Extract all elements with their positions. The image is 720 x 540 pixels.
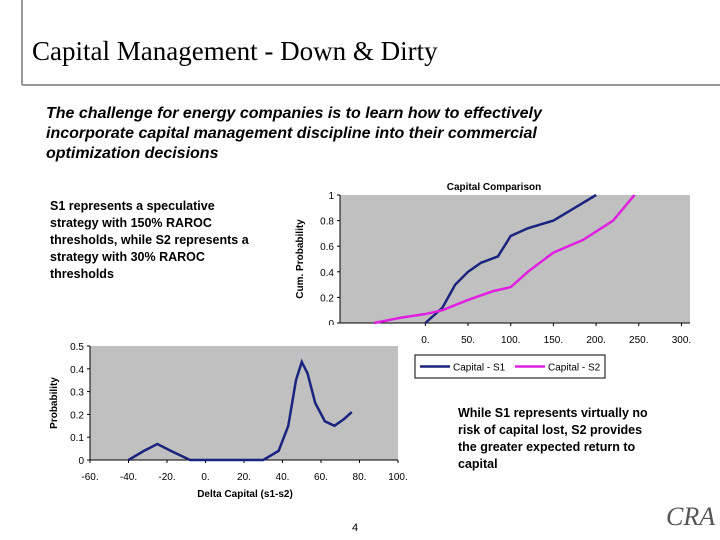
intro-text: The challenge for energy companies is to… (46, 105, 542, 162)
plot-area (340, 195, 690, 323)
y-tick-label: 0.3 (70, 388, 84, 399)
x-tick-label: 250. (629, 335, 648, 346)
x-tick-label: -40. (120, 472, 137, 483)
legend-label: Capital - S1 (453, 363, 506, 374)
y-tick-label: 0.6 (320, 242, 334, 253)
plot-area (90, 346, 398, 460)
y-tick-label: 0 (78, 456, 84, 467)
data-line (424, 193, 597, 324)
slide-title: Capital Management - Down & Dirty (32, 36, 438, 66)
x-tick-label: 60. (314, 472, 328, 483)
x-tick-label: 40. (276, 472, 290, 483)
y-tick-label: 0.2 (320, 293, 334, 304)
x-tick-label: 0. (421, 335, 429, 346)
y-axis-label: Probability (49, 377, 60, 429)
chart-title: Capital Comparison (447, 182, 541, 193)
note: While S1 represents virtually no risk of… (458, 406, 648, 471)
x-tick-label: -20. (158, 472, 175, 483)
x-tick-label: 100. (388, 472, 407, 483)
data-line (373, 194, 636, 325)
y-tick-label: 0.4 (70, 365, 84, 376)
x-tick-label: 300. (672, 335, 691, 346)
x-tick-label: 80. (353, 472, 367, 483)
legend-box (414, 354, 606, 379)
legend-label: Capital - S2 (548, 363, 601, 374)
y-tick-label: 0 (328, 319, 334, 330)
page-number: 4 (352, 522, 359, 534)
y-tick-label: 0.5 (70, 342, 84, 353)
x-tick-label: 20. (237, 472, 251, 483)
x-axis-label: Delta Capital (s1-s2) (197, 489, 293, 500)
y-tick-label: 0.2 (70, 410, 84, 421)
y-tick-label: 0.1 (70, 433, 84, 444)
x-tick-label: 50. (461, 335, 475, 346)
y-tick-label: 1 (328, 191, 334, 202)
x-tick-label: 100. (501, 335, 520, 346)
x-tick-label: 200. (586, 335, 605, 346)
x-tick-label: 0. (201, 472, 209, 483)
y-tick-label: 0.8 (320, 217, 334, 228)
y-axis-label: Cum. Probability (295, 219, 306, 299)
x-tick-label: 150. (544, 335, 563, 346)
note: S1 represents a speculative strategy wit… (50, 199, 249, 281)
logo: CRA (666, 502, 716, 531)
y-tick-label: 0.4 (320, 268, 334, 279)
data-line (127, 358, 353, 462)
x-tick-label: -60. (81, 472, 98, 483)
